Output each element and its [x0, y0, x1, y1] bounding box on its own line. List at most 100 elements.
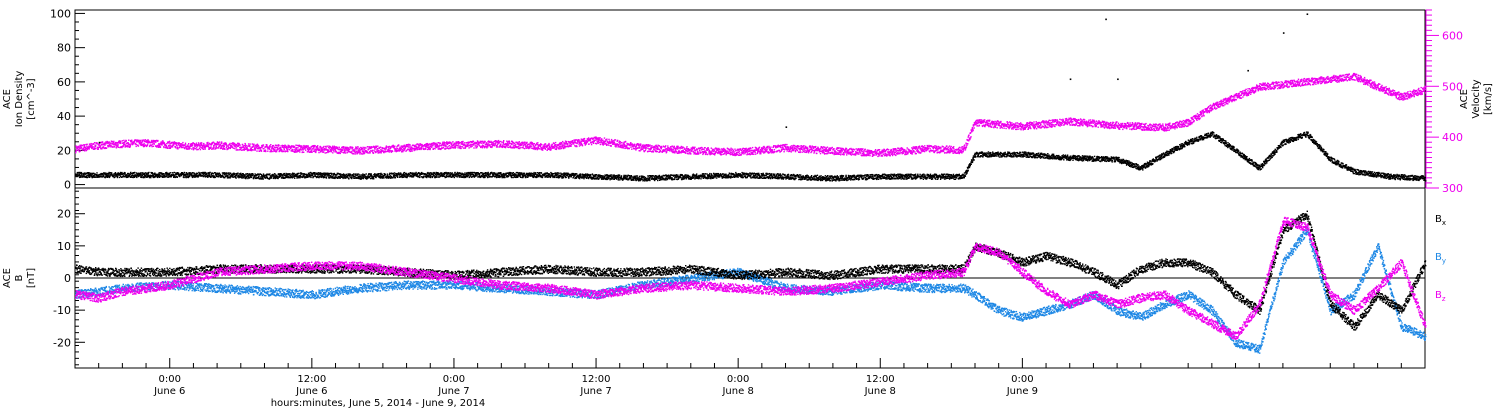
velocity-point — [196, 147, 197, 148]
velocity-point — [75, 152, 76, 153]
velocity-point — [452, 141, 453, 142]
velocity-point — [175, 146, 176, 147]
velocity-point — [417, 149, 418, 150]
velocity-point — [321, 147, 322, 148]
velocity-point — [248, 143, 249, 144]
velocity-point — [313, 148, 314, 149]
velocity-point — [276, 145, 277, 146]
velocity-point — [386, 148, 387, 149]
velocity-point — [331, 151, 332, 152]
velocity-point — [151, 146, 152, 147]
velocity-point — [188, 146, 189, 147]
velocity-point — [192, 145, 193, 146]
velocity-point — [356, 148, 357, 149]
velocity-point — [312, 148, 313, 149]
velocity-point — [75, 145, 76, 146]
velocity-point — [413, 145, 414, 146]
velocity-point — [437, 144, 438, 145]
velocity-point — [448, 148, 449, 149]
velocity-point — [265, 149, 266, 150]
velocity-point — [86, 144, 87, 145]
velocity-point — [215, 148, 216, 149]
velocity-point — [221, 141, 222, 142]
velocity-point — [372, 150, 373, 151]
velocity-point — [277, 148, 278, 149]
velocity-point — [168, 142, 169, 143]
velocity-point — [372, 146, 373, 147]
velocity-point — [80, 150, 81, 151]
velocity-point — [243, 145, 244, 146]
velocity-point — [393, 147, 394, 148]
velocity-point — [208, 144, 209, 145]
y2-axis-label-line: Velocity — [1471, 79, 1482, 118]
velocity-point — [252, 149, 253, 150]
velocity-point — [325, 152, 326, 153]
velocity-point — [191, 148, 192, 149]
velocity-point — [204, 145, 205, 146]
velocity-point — [83, 149, 84, 150]
velocity-point — [112, 147, 113, 148]
velocity-point — [345, 150, 346, 151]
velocity-point — [144, 143, 145, 144]
y2-tick-label: 400 — [1442, 131, 1463, 144]
velocity-point — [385, 151, 386, 152]
velocity-point — [198, 149, 199, 150]
velocity-point — [450, 148, 451, 149]
velocity-point — [93, 143, 94, 144]
velocity-point — [249, 146, 250, 147]
velocity-point — [272, 151, 273, 152]
y-tick-label: 100 — [50, 7, 71, 20]
y-axis-label-line: ACE — [2, 89, 13, 109]
velocity-point — [168, 145, 169, 146]
velocity-point — [102, 141, 103, 142]
velocity-point — [449, 145, 450, 146]
velocity-point — [122, 140, 123, 141]
velocity-point — [175, 147, 176, 148]
velocity-point — [373, 153, 374, 154]
velocity-point — [425, 146, 426, 147]
velocity-point — [129, 144, 130, 145]
velocity-point — [234, 148, 235, 149]
velocity-point — [123, 145, 124, 146]
velocity-point — [238, 143, 239, 144]
velocity-point — [376, 149, 377, 150]
velocity-point — [430, 148, 431, 149]
velocity-point — [357, 148, 358, 149]
velocity-point — [207, 142, 208, 143]
velocity-point — [253, 144, 254, 145]
velocity-point — [276, 151, 277, 152]
velocity-point — [172, 146, 173, 147]
velocity-point — [117, 144, 118, 145]
velocity-point — [270, 146, 271, 147]
velocity-point — [301, 147, 302, 148]
velocity-point — [386, 145, 387, 146]
velocity-point — [334, 151, 335, 152]
velocity-point — [370, 152, 371, 153]
velocity-point — [101, 144, 102, 145]
velocity-point — [368, 152, 369, 153]
velocity-point — [213, 147, 214, 148]
velocity-point — [295, 151, 296, 152]
velocity-point — [156, 146, 157, 147]
velocity-point — [354, 150, 355, 151]
velocity-point — [124, 144, 125, 145]
velocity-point — [326, 152, 327, 153]
y-tick-label: 60 — [57, 76, 71, 89]
velocity-point — [89, 148, 90, 149]
velocity-point — [462, 146, 463, 147]
velocity-point — [101, 148, 102, 149]
velocity-point — [451, 143, 452, 144]
velocity-point — [104, 144, 105, 145]
velocity-point — [93, 146, 94, 147]
velocity-point — [390, 150, 391, 151]
velocity-point — [299, 145, 300, 146]
velocity-point — [331, 150, 332, 151]
velocity-point — [434, 148, 435, 149]
velocity-point — [447, 146, 448, 147]
velocity-point — [355, 152, 356, 153]
velocity-point — [152, 143, 153, 144]
velocity-point — [319, 148, 320, 149]
velocity-point — [421, 144, 422, 145]
velocity-point — [340, 153, 341, 154]
velocity-point — [325, 147, 326, 148]
